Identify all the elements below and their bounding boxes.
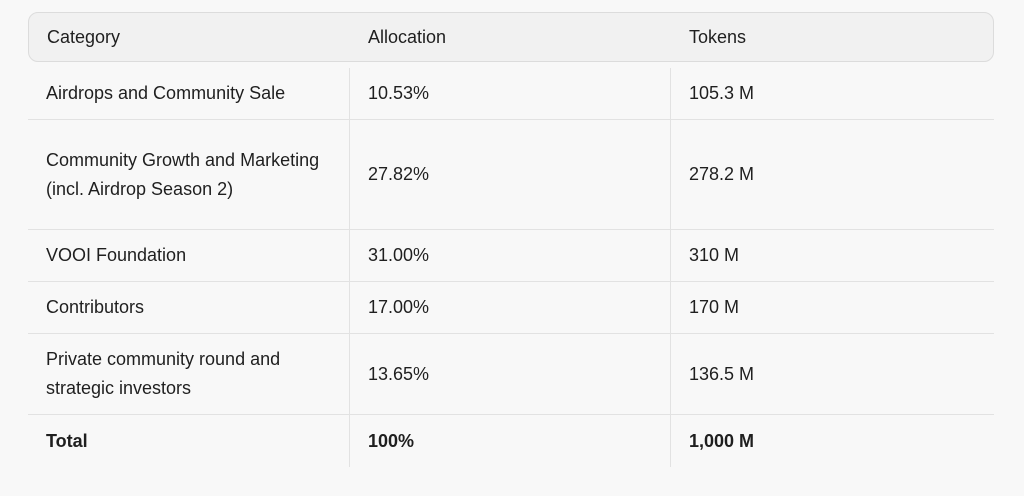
table-row: Private community round and strategic in… [28,334,994,415]
total-allocation: 100% [349,415,670,467]
category-cell: Airdrops and Community Sale [46,83,286,103]
header-tokens: Tokens [689,26,747,47]
category-cell: Contributors [46,297,145,317]
tokens-cell: 278.2 M [670,120,992,229]
total-label: Total [46,430,88,451]
category-cell: VOOI Foundation [46,245,187,265]
tokens-cell: 105.3 M [670,68,992,119]
header-allocation: Allocation [368,26,447,47]
table-header: Category Allocation Tokens [28,12,994,62]
total-row: Total 100% 1,000 M [28,415,994,467]
allocation-cell: 31.00% [349,230,670,281]
table-row: VOOI Foundation 31.00% 310 M [28,230,994,282]
table-body: Airdrops and Community Sale 10.53% 105.3… [28,68,994,467]
allocation-cell: 17.00% [349,282,670,333]
category-cell: Private community round and strategic in… [46,349,281,398]
tokens-cell: 136.5 M [670,334,992,414]
table-row: Community Growth and Marketing (incl. Ai… [28,120,994,230]
tokens-cell: 310 M [670,230,992,281]
header-category: Category [47,26,121,47]
table-row: Airdrops and Community Sale 10.53% 105.3… [28,68,994,120]
allocation-cell: 27.82% [349,120,670,229]
tokens-cell: 170 M [670,282,992,333]
category-cell: Community Growth and Marketing (incl. Ai… [46,149,320,199]
table-row: Contributors 17.00% 170 M [28,282,994,334]
allocation-cell: 13.65% [349,334,670,414]
allocation-cell: 10.53% [349,68,670,119]
allocation-table: Category Allocation Tokens Airdrops and … [28,12,994,467]
total-tokens: 1,000 M [670,415,992,467]
